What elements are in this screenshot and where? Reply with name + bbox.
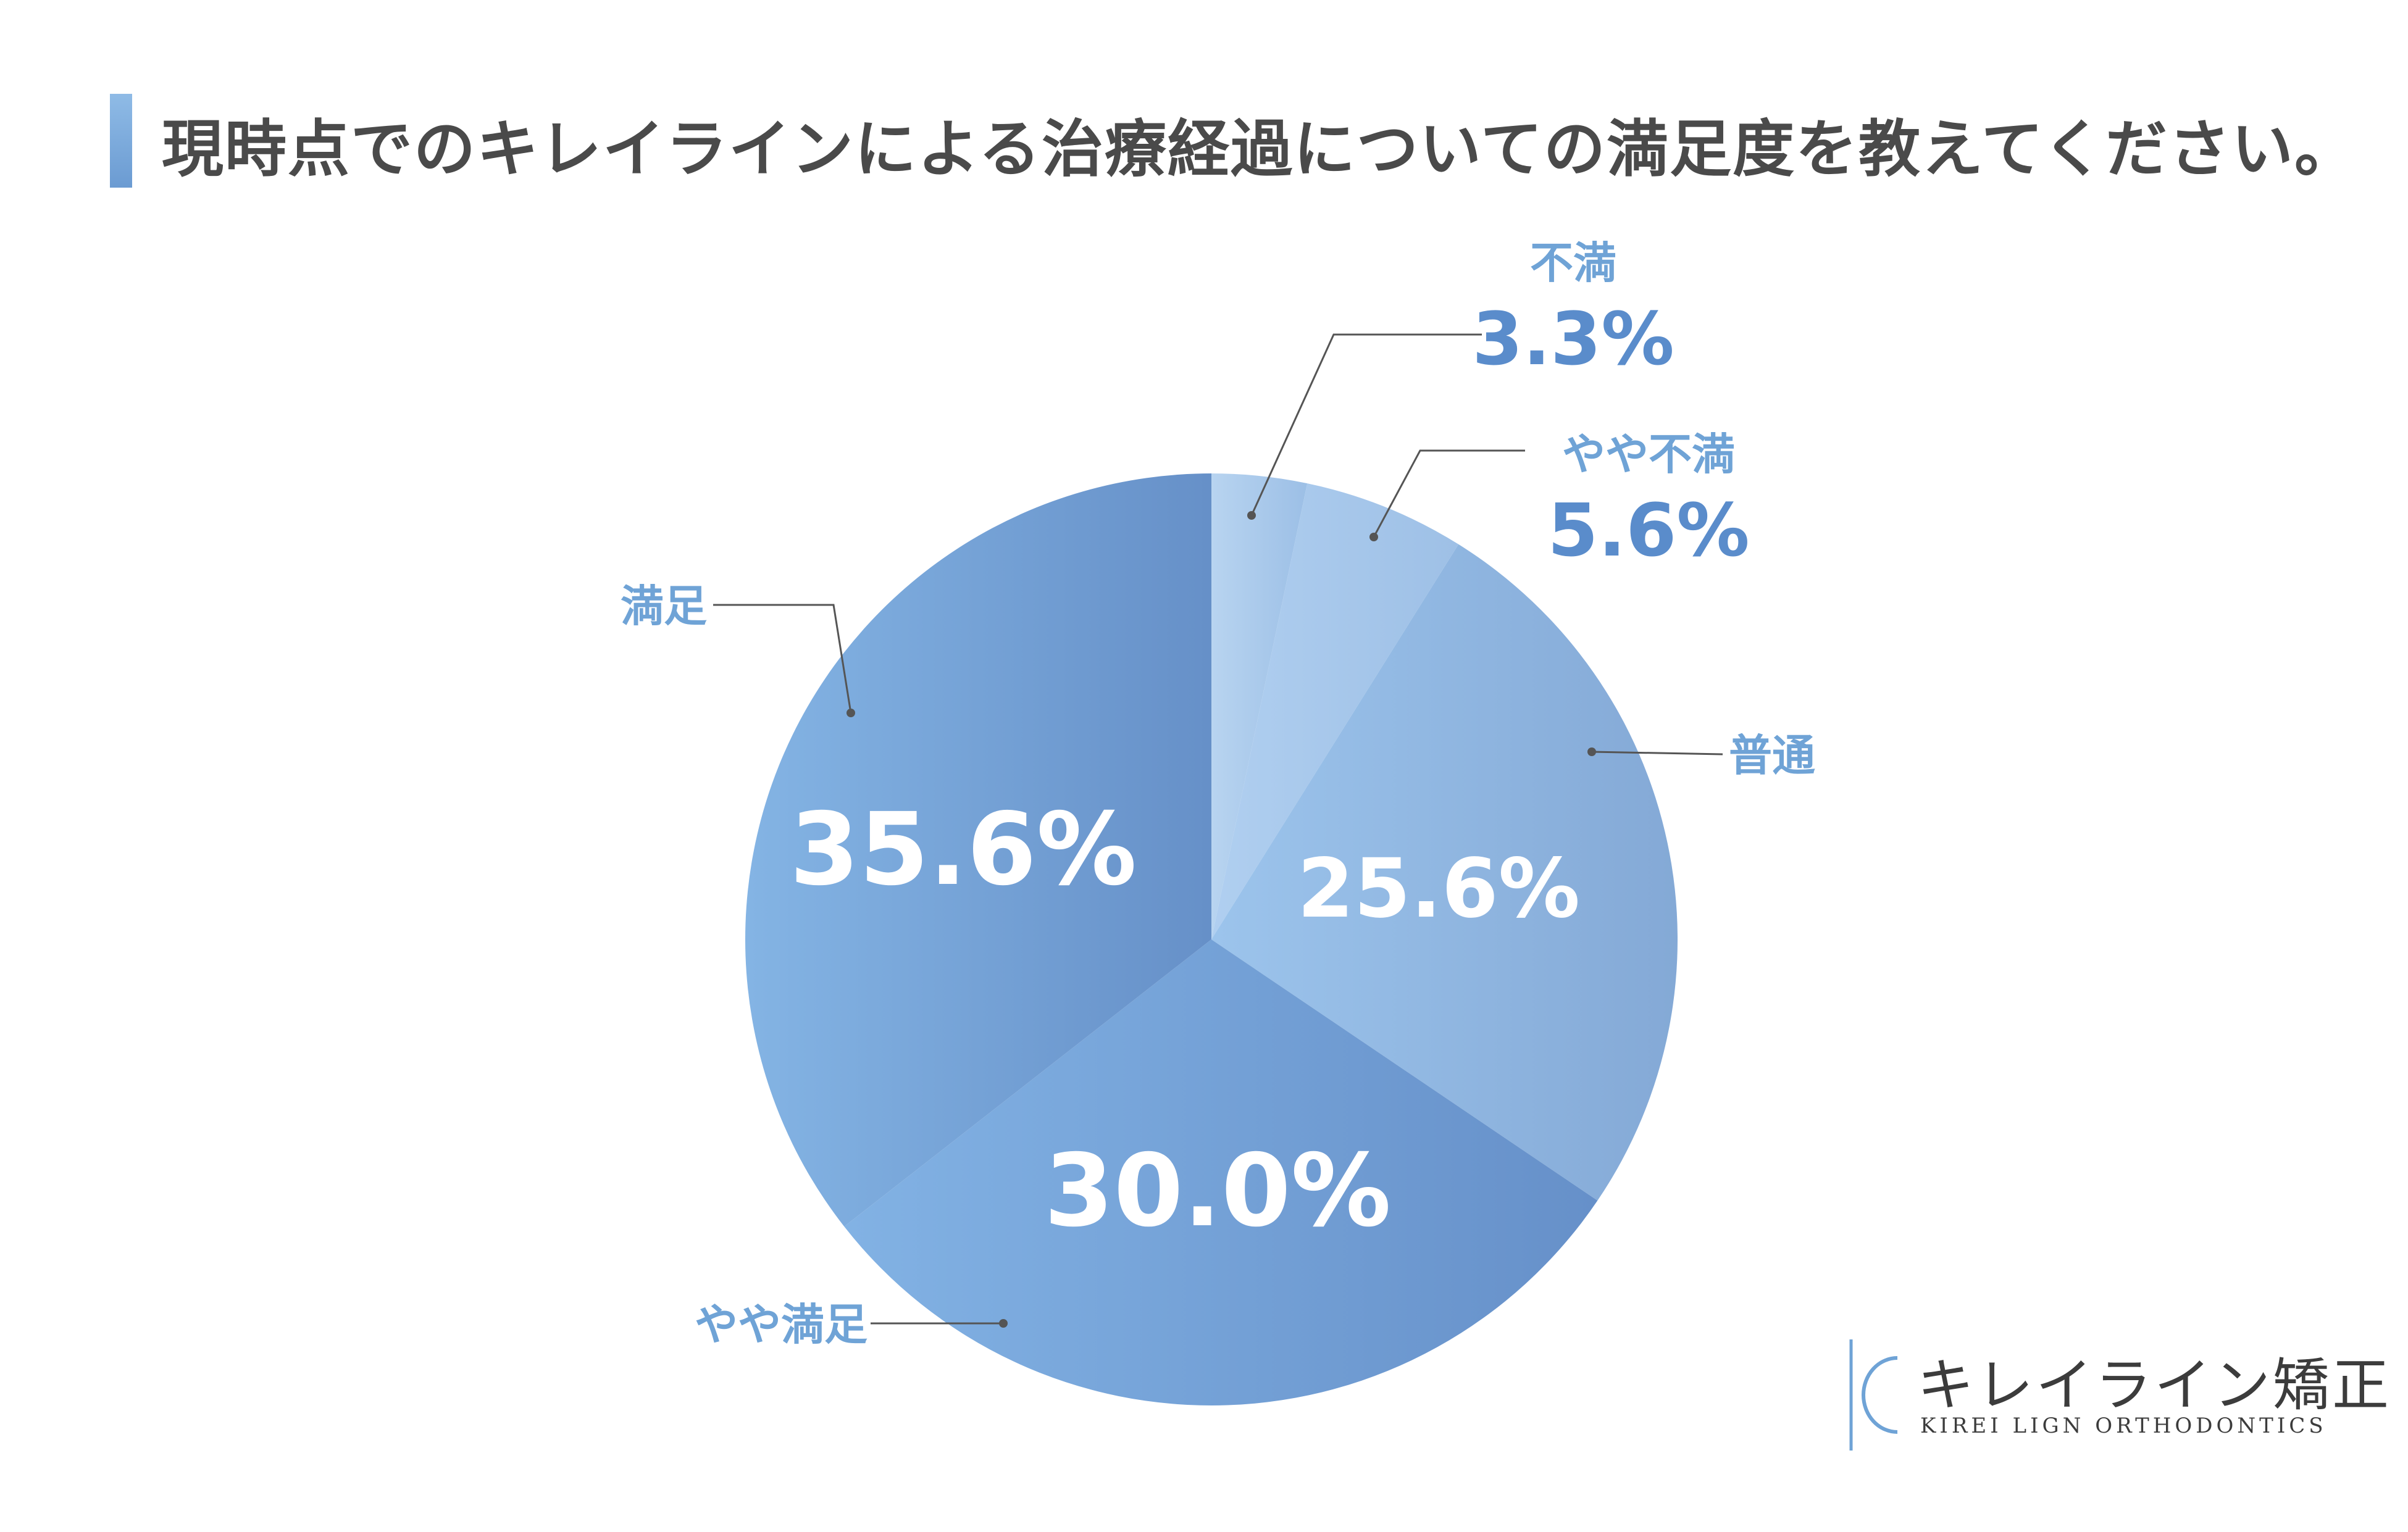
pie-slice-0 xyxy=(1211,473,1308,939)
title-accent-bar xyxy=(110,94,132,188)
slice-label-yaya-manzoku: やや満足 xyxy=(695,1299,867,1350)
slice-value-manzoku: 35.6% xyxy=(790,792,1137,908)
pie-slice-2 xyxy=(1211,544,1678,1201)
slice-label-fuman: 不満 xyxy=(1530,238,1616,288)
pie-slice-4 xyxy=(745,473,1211,1227)
slice-label-futsu: 普通 xyxy=(1729,730,1815,781)
leader-line-2 xyxy=(1591,751,1723,756)
leader-dot-0 xyxy=(1247,511,1256,520)
slice-value-fuman: 3.3% xyxy=(1472,296,1674,381)
chart-title: 現時点でのキレイラインによる治療経過についての満足度を教えてください。 xyxy=(162,113,2357,185)
slice-label-yaya-fuman: やや不満 xyxy=(1562,429,1735,480)
slice-value-yaya-manzoku: 30.0% xyxy=(1044,1133,1391,1249)
brand-name-en: KIREI LIGN ORTHODONTICS xyxy=(1920,1413,2327,1438)
leader-line-4 xyxy=(713,604,852,714)
slice-value-futsu: 25.6% xyxy=(1297,841,1580,936)
slice-label-manzoku: 満足 xyxy=(621,581,707,631)
pie-slice-1 xyxy=(1211,483,1459,939)
leader-dot-4 xyxy=(847,709,855,717)
leader-dot-2 xyxy=(1587,747,1596,756)
leader-line-0 xyxy=(1250,333,1482,516)
leader-dot-3 xyxy=(999,1319,1008,1328)
leader-line-1 xyxy=(1373,449,1525,538)
brand-name-jp: キレイライン矯正 xyxy=(1917,1352,2392,1418)
leader-dot-1 xyxy=(1369,533,1378,541)
slice-value-yaya-fuman: 5.6% xyxy=(1547,488,1749,573)
brand-logo-mark xyxy=(1849,1339,1898,1451)
pie-slice-3 xyxy=(844,939,1598,1405)
